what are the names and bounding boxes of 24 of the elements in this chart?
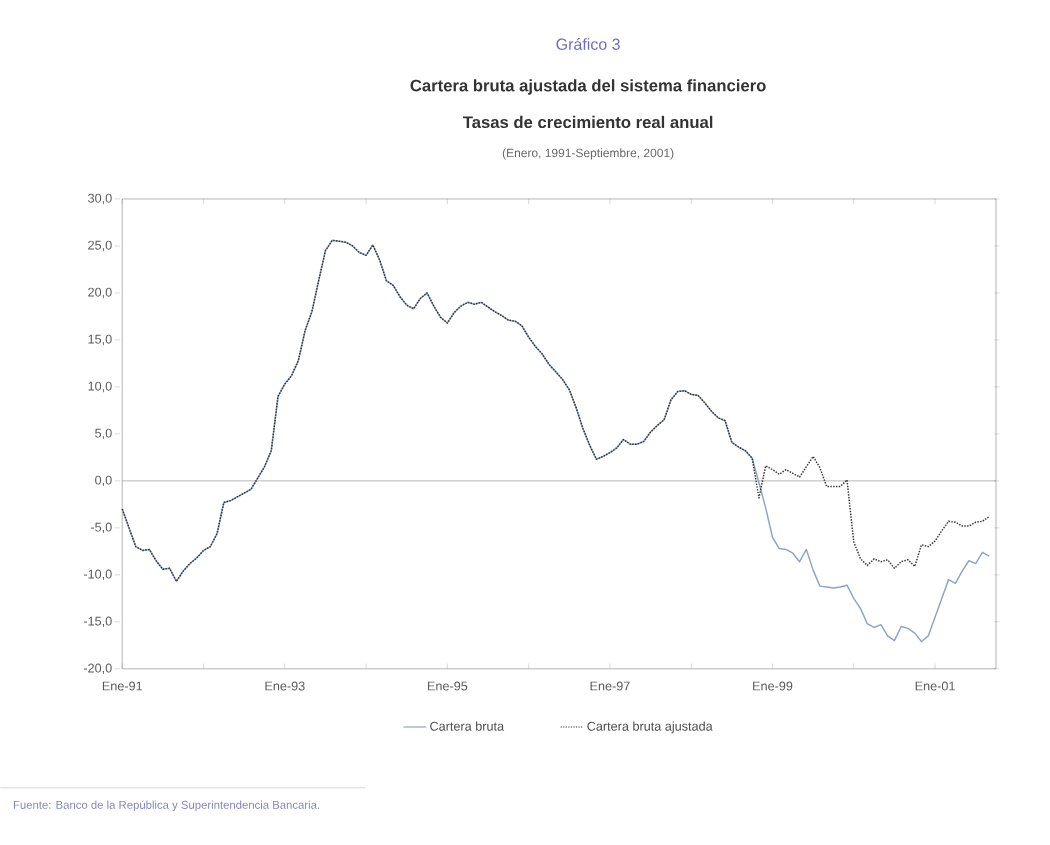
source-note: Fuente: Banco de la República y Superintendencia Bancaria. [13,800,320,812]
y-tick-label: 20,0 [88,287,112,299]
chart-title: Cartera bruta ajustada del sistema financiero [410,79,766,95]
text: Gráfico 3 [556,38,620,51]
x-tick-label: Ene-93 [265,681,305,691]
text: (Enero, 1991-Septiembre, 2001) [502,148,674,160]
y-tick-label: 30,0 [88,193,112,205]
x-tick-label: Ene-99 [753,681,793,691]
y-tick-label: 5,0 [95,428,112,440]
y-tick-label: 10,0 [88,381,112,393]
x-tick-label: Ene-01 [915,681,955,691]
x-tick-label: Ene-97 [590,681,630,691]
y-tick-label: -10,0 [83,569,112,581]
y-tick-label: -5,0 [90,522,112,534]
legend-label: Cartera bruta [430,721,505,731]
y-tick-label: -15,0 [83,616,112,628]
legend-label: Cartera bruta ajustada [587,721,713,734]
x-tick-label: Ene-91 [102,681,143,691]
y-tick-label: -20,0 [83,663,112,675]
chart-subtitle: Tasas de crecimiento real anual [462,115,713,129]
y-tick-label: 0,0 [95,475,112,487]
y-tick-label: 15,0 [88,334,112,346]
y-tick-label: 25,0 [88,240,112,252]
x-tick-label: Ene-95 [428,681,468,691]
